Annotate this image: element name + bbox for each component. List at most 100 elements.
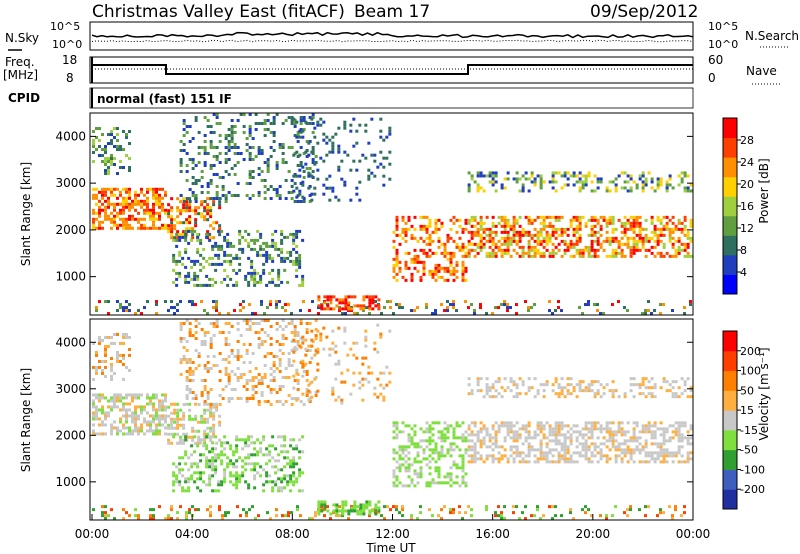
range-cell bbox=[107, 217, 110, 221]
range-cell bbox=[632, 430, 636, 434]
range-cell bbox=[662, 454, 666, 458]
range-cell bbox=[172, 474, 176, 478]
range-cell bbox=[446, 427, 450, 431]
range-cell bbox=[361, 377, 365, 381]
range-cell bbox=[217, 262, 221, 266]
range-cell bbox=[683, 227, 687, 231]
range-cell bbox=[283, 465, 287, 469]
range-cell bbox=[398, 306, 401, 310]
range-cell bbox=[128, 130, 131, 134]
range-cell bbox=[671, 230, 675, 234]
range-cell bbox=[308, 200, 312, 203]
range-cell bbox=[503, 224, 507, 228]
noise-tick-bottom-right: 10^0 bbox=[708, 38, 738, 51]
range-cell bbox=[199, 474, 203, 478]
range-cell bbox=[671, 245, 675, 249]
range-cell bbox=[146, 205, 149, 209]
range-cell bbox=[431, 275, 435, 279]
range-cell bbox=[227, 376, 231, 379]
range-cell bbox=[644, 439, 648, 443]
range-cell bbox=[641, 239, 645, 243]
range-cell bbox=[398, 303, 401, 307]
range-cell bbox=[368, 295, 372, 299]
range-cell bbox=[491, 442, 495, 446]
range-cell bbox=[410, 514, 413, 518]
noise-tick-top-right: 10^5 bbox=[708, 20, 738, 33]
range-cell bbox=[211, 456, 215, 460]
range-cell bbox=[614, 439, 618, 443]
range-cell bbox=[491, 427, 495, 431]
range-cell bbox=[464, 300, 467, 304]
range-cell bbox=[293, 379, 297, 382]
range-cell bbox=[464, 484, 468, 488]
range-cell bbox=[104, 347, 107, 351]
range-cell bbox=[137, 193, 140, 197]
range-cell bbox=[551, 174, 555, 178]
range-cell bbox=[539, 454, 543, 458]
range-cell bbox=[335, 506, 339, 510]
range-cell bbox=[602, 218, 606, 222]
range-cell bbox=[352, 117, 356, 121]
range-cell bbox=[224, 373, 228, 376]
range-cell bbox=[689, 236, 693, 240]
range-cell bbox=[293, 346, 297, 349]
range-cell bbox=[298, 262, 302, 266]
range-cell bbox=[614, 239, 618, 243]
range-cell bbox=[295, 480, 299, 484]
range-cell bbox=[686, 254, 690, 258]
range-cell bbox=[260, 319, 264, 322]
range-cell bbox=[235, 253, 239, 257]
range-cell bbox=[428, 248, 432, 252]
range-cell bbox=[104, 417, 107, 421]
range-cell bbox=[497, 430, 501, 434]
range-cell bbox=[92, 193, 95, 197]
range-cell bbox=[277, 435, 281, 439]
range-cell bbox=[470, 454, 474, 458]
range-cell bbox=[251, 312, 254, 316]
range-cell bbox=[395, 460, 399, 464]
range-cell bbox=[509, 430, 513, 434]
range-cell bbox=[196, 232, 200, 236]
range-cell bbox=[251, 146, 255, 149]
range-cell bbox=[203, 435, 207, 439]
range-cell bbox=[629, 215, 633, 219]
range-cell bbox=[113, 205, 116, 209]
range-cell bbox=[662, 380, 666, 384]
range-cell bbox=[113, 187, 116, 191]
range-cell bbox=[494, 430, 498, 434]
range-cell bbox=[464, 266, 468, 270]
range-cell bbox=[476, 189, 480, 193]
range-cell bbox=[215, 197, 219, 200]
range-cell bbox=[125, 393, 128, 397]
range-cell bbox=[215, 116, 219, 119]
range-cell bbox=[491, 224, 495, 228]
range-cell bbox=[176, 230, 180, 234]
range-cell bbox=[437, 451, 441, 455]
range-cell bbox=[449, 218, 453, 222]
range-cell bbox=[224, 367, 228, 370]
range-cell bbox=[671, 380, 675, 384]
range-cell bbox=[446, 278, 450, 282]
range-cell bbox=[299, 119, 303, 122]
range-cell bbox=[184, 280, 188, 284]
range-cell bbox=[110, 405, 113, 409]
range-cell bbox=[364, 129, 368, 133]
range-cell bbox=[446, 448, 450, 452]
range-cell bbox=[290, 322, 294, 325]
range-cell bbox=[458, 454, 462, 458]
range-cell bbox=[689, 395, 693, 399]
range-cell bbox=[638, 451, 642, 455]
range-cell bbox=[248, 325, 252, 328]
range-cell bbox=[293, 182, 297, 185]
range-cell bbox=[377, 511, 380, 515]
range-cell bbox=[292, 438, 296, 442]
range-cell bbox=[431, 251, 435, 255]
range-cell bbox=[184, 274, 188, 278]
range-cell bbox=[161, 408, 164, 412]
range-cell bbox=[686, 439, 690, 443]
range-cell bbox=[176, 432, 180, 436]
range-cell bbox=[632, 436, 636, 440]
range-cell bbox=[653, 436, 657, 440]
range-cell bbox=[575, 224, 579, 228]
range-cell bbox=[187, 241, 191, 245]
